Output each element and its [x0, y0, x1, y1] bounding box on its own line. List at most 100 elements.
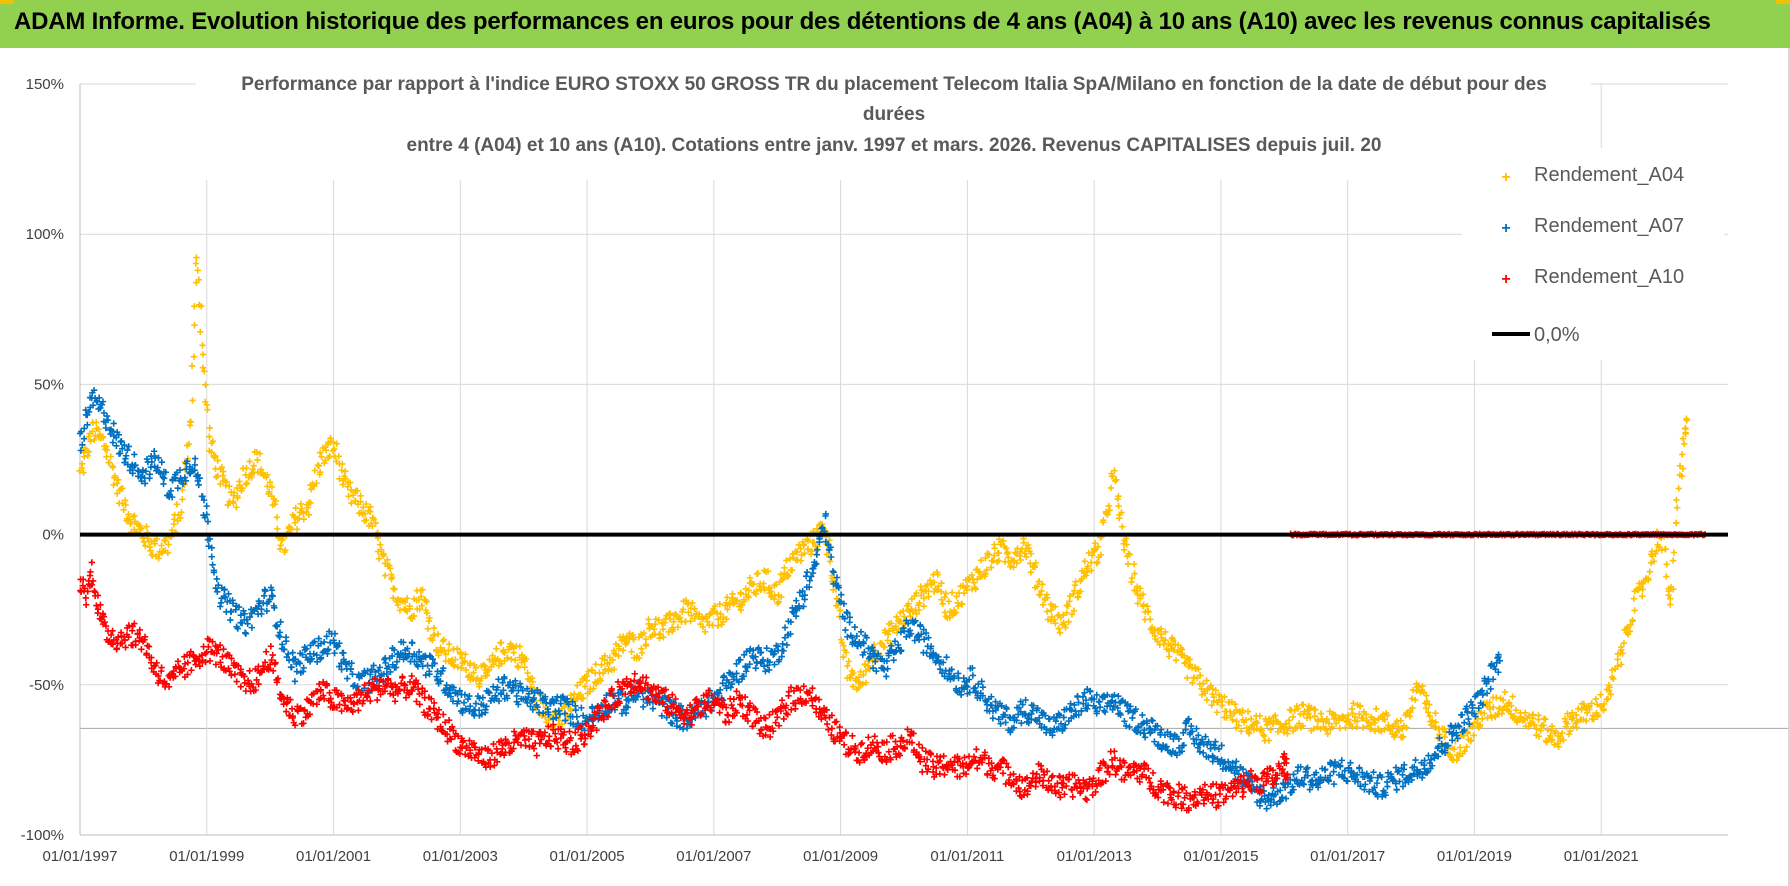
a10-point — [313, 701, 321, 708]
a04-point — [521, 664, 528, 671]
a04-point — [1557, 733, 1564, 740]
a07-point — [989, 715, 997, 722]
a10-point — [701, 699, 709, 706]
a07-point — [273, 623, 281, 630]
a07-point — [1392, 764, 1400, 771]
a10-point — [1168, 796, 1175, 803]
a07-point — [260, 592, 268, 599]
a07-point — [555, 707, 563, 714]
a04-point — [446, 640, 453, 648]
a04-point — [1044, 594, 1051, 601]
a04-point — [243, 479, 250, 487]
a07-point — [155, 454, 162, 461]
a10-point — [1283, 759, 1290, 767]
a07-point — [1410, 770, 1418, 777]
a10-point — [237, 683, 244, 690]
a07-point — [1378, 773, 1385, 781]
a07-point — [755, 644, 762, 652]
a07-point — [261, 586, 268, 593]
a04-point — [953, 593, 960, 600]
a04-point — [836, 607, 844, 614]
a04-point — [1672, 519, 1680, 527]
a10-point — [442, 719, 449, 726]
banner-corner-right — [1776, 0, 1790, 4]
a07-point — [762, 668, 769, 675]
a04-point — [1683, 417, 1690, 424]
a04-point — [177, 514, 184, 522]
a04-point — [1272, 712, 1279, 719]
a04-point — [1238, 709, 1246, 717]
a04-point — [1667, 595, 1674, 602]
a10-point — [718, 696, 726, 704]
a10-point — [406, 691, 413, 698]
a07-point — [625, 697, 632, 705]
a10-point — [797, 686, 804, 694]
a07-point — [920, 636, 928, 643]
a10-point — [107, 631, 115, 639]
a10-point — [541, 729, 549, 736]
a04-point — [1227, 712, 1234, 719]
a04-point — [598, 661, 605, 669]
a07-point — [1202, 733, 1209, 740]
a10-point — [533, 752, 540, 759]
a10-point — [1069, 793, 1076, 801]
a04-point — [1548, 727, 1555, 734]
a04-point — [862, 667, 870, 675]
a07-point — [969, 672, 977, 679]
a07-point — [1132, 705, 1139, 713]
a07-point — [483, 703, 490, 710]
a07-point — [920, 626, 927, 633]
a07-point — [579, 712, 587, 719]
a04-point — [361, 510, 369, 517]
a04-point — [860, 671, 867, 679]
a07-point — [325, 646, 332, 653]
a10-point — [1281, 750, 1288, 758]
a04-point — [1065, 618, 1072, 625]
a07-point — [960, 685, 968, 693]
a04-point — [931, 579, 938, 586]
a10-point — [109, 641, 117, 648]
a04-point — [476, 683, 483, 690]
a04-point — [1325, 720, 1333, 727]
a10-point — [855, 749, 863, 756]
a04-point — [1082, 572, 1090, 579]
a07-point — [553, 697, 560, 705]
a04-point — [248, 474, 255, 481]
a04-point — [113, 490, 121, 497]
a07-point — [415, 648, 423, 656]
a10-point — [1051, 783, 1059, 790]
a04-point — [423, 598, 430, 605]
a07-point — [851, 624, 859, 631]
a04-point — [198, 303, 205, 310]
a07-point — [1454, 735, 1461, 742]
a07-point — [569, 698, 576, 705]
a10-point — [659, 699, 666, 706]
a10-point — [668, 709, 675, 717]
a04-point — [964, 582, 971, 590]
a07-point — [715, 690, 723, 697]
a04-point — [1213, 709, 1221, 716]
a04-point — [609, 656, 616, 664]
a07-point — [195, 481, 202, 489]
a10-point — [683, 706, 691, 714]
a10-point — [1033, 770, 1040, 778]
a04-point — [990, 557, 997, 564]
a04-point — [314, 461, 322, 469]
a07-point — [209, 561, 216, 568]
a07-point — [160, 475, 168, 482]
a04-point — [80, 469, 87, 476]
a04-point — [845, 658, 853, 665]
a07-point — [462, 705, 470, 712]
a04-point — [574, 682, 581, 689]
a04-point — [1658, 546, 1666, 554]
a07-point — [336, 640, 343, 647]
a10-point — [94, 606, 102, 613]
a04-point — [1547, 732, 1554, 739]
a04-point — [583, 677, 590, 684]
a07-point — [1367, 774, 1375, 781]
a10-point — [1121, 759, 1128, 767]
a04-point — [1606, 684, 1613, 691]
a04-point — [197, 328, 204, 336]
a07-point — [400, 639, 407, 646]
a07-point — [720, 672, 728, 680]
